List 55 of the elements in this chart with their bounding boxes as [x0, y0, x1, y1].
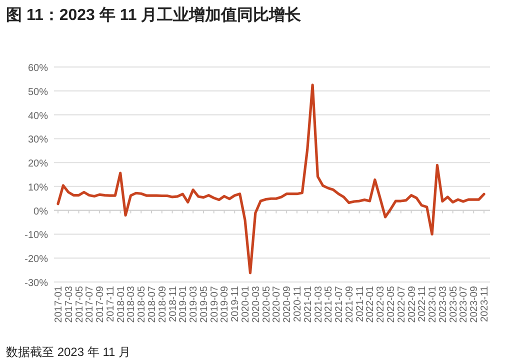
x-tick-label: 2022-09 — [406, 286, 418, 323]
x-tick-label: 2020-09 — [282, 286, 294, 323]
x-tick-label: 2019-01 — [178, 286, 190, 323]
x-tick-label: 2023-03 — [438, 286, 449, 323]
x-tick-label: 2017-09 — [95, 286, 106, 323]
x-tick-label: 2019-11 — [230, 286, 242, 322]
y-tick-label: 30% — [28, 134, 48, 146]
x-tick-label: 2023-09 — [469, 286, 480, 323]
x-tick-label: 2021-09 — [344, 286, 356, 323]
x-tick-label: 2021-05 — [324, 286, 335, 323]
x-tick-label: 2021-01 — [302, 286, 314, 323]
y-tick-label: 0% — [34, 206, 48, 218]
x-tick-label: 2022-05 — [386, 286, 397, 323]
line-series — [56, 84, 486, 274]
x-tick-label: 2023-01 — [428, 286, 439, 323]
x-tick-label: 2017-11 — [105, 286, 116, 322]
x-tick-label: 2018-05 — [136, 286, 148, 323]
x-tick-label: 2017-07 — [84, 286, 96, 323]
y-tick-label: -20% — [24, 254, 48, 266]
chart-title: 图 11：2023 年 11 月工业增加值同比增长 — [6, 6, 302, 24]
x-tick-label: 2017-05 — [74, 286, 86, 323]
x-tick-label: 2020-03 — [250, 286, 262, 323]
x-tick-label: 2018-09 — [157, 286, 168, 323]
y-tick-label: 20% — [28, 158, 48, 170]
y-tick-label: 60% — [28, 63, 48, 74]
x-tick-label: 2018-03 — [126, 286, 138, 323]
x-tick-label: 2019-09 — [220, 286, 231, 323]
x-tick-label: 2019-03 — [188, 286, 200, 323]
x-tick-label: 2020-05 — [261, 286, 272, 323]
y-tick-label: -30% — [24, 278, 48, 289]
y-tick-label: 40% — [28, 110, 48, 122]
x-tick-label: 2017-03 — [64, 286, 75, 323]
x-tick-label: 2020-01 — [240, 286, 252, 323]
x-tick-label: 2021-07 — [334, 286, 346, 323]
x-tick-label: 2022-03 — [376, 286, 387, 323]
y-tick-label: -10% — [24, 230, 48, 242]
x-tick-label: 2021-11 — [354, 286, 366, 322]
x-tick-label: 2021-03 — [313, 286, 324, 323]
x-tick-label: 2019-07 — [209, 286, 220, 323]
x-tick-label: 2018-01 — [116, 286, 127, 323]
x-tick-label: 2020-11 — [292, 286, 304, 322]
x-tick-label: 2022-01 — [365, 286, 376, 323]
x-tick-label: 2017-01 — [54, 286, 64, 323]
x-tick-label: 2023-11 — [480, 286, 490, 322]
text: 数据截至 2023 年 11 月 — [6, 345, 130, 359]
x-tick-label: 2023-07 — [458, 286, 470, 323]
x-tick-label: 2020-07 — [272, 286, 283, 323]
x-tick-label: 2018-11 — [168, 286, 179, 322]
x-tick-label: 2019-05 — [198, 286, 210, 323]
x-tick-label: 2022-11 — [417, 286, 428, 322]
y-tick-label: 50% — [28, 86, 48, 98]
y-tick-label: 10% — [28, 182, 48, 194]
x-tick-label: 2023-05 — [448, 286, 460, 323]
x-tick-label: 2018-07 — [147, 286, 158, 323]
x-tick-label: 2022-07 — [396, 286, 408, 323]
